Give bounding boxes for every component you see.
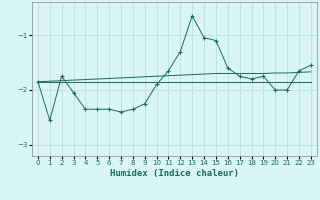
X-axis label: Humidex (Indice chaleur): Humidex (Indice chaleur) bbox=[110, 169, 239, 178]
